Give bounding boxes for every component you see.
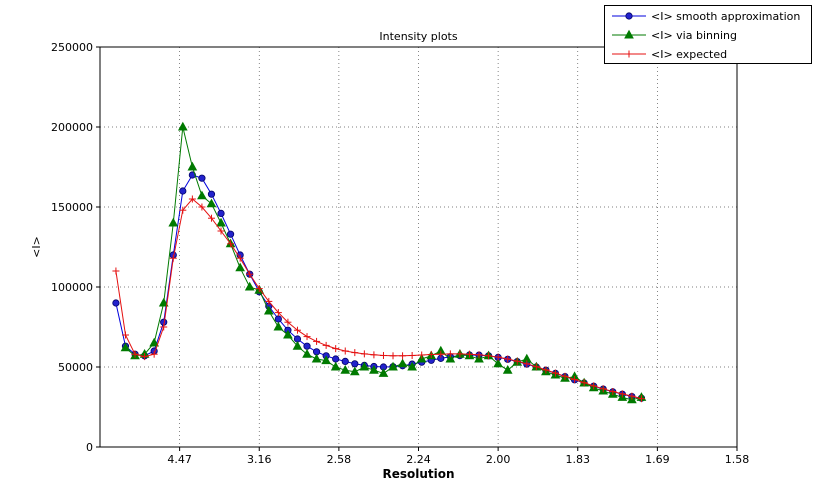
x-tick-label: 1.69	[645, 453, 670, 466]
x-tick-label: 2.00	[486, 453, 511, 466]
y-tick-label: 250000	[51, 41, 93, 54]
legend: <I> smooth approximation <I> via binning <…	[604, 5, 812, 64]
x-tick-label: 4.47	[167, 453, 192, 466]
series-via-binning	[120, 121, 647, 404]
series-expected	[112, 195, 645, 403]
y-axis-label: <I>	[30, 236, 43, 258]
x-axis-label: Resolution	[382, 467, 454, 481]
legend-entry-via-binning: <I> via binning	[612, 29, 737, 42]
x-tick-label: 2.58	[327, 453, 352, 466]
y-tick-label: 50000	[58, 361, 93, 374]
x-tick-label: 1.83	[566, 453, 591, 466]
legend-entry-smooth-approximation: <I> smooth approximation	[612, 10, 800, 23]
legend-label: <I> smooth approximation	[651, 10, 800, 23]
x-tick-label: 3.16	[247, 453, 272, 466]
y-tick-label: 0	[86, 441, 93, 454]
y-axis: 0 50000 100000 150000 200000 250000	[51, 41, 100, 454]
chart-title: Intensity plots	[379, 30, 457, 43]
x-tick-label: 2.24	[406, 453, 431, 466]
x-axis: 4.47 3.16 2.58 2.24 2.00 1.83 1.69 1.58	[167, 447, 749, 466]
legend-label: <I> expected	[651, 48, 727, 61]
legend-entry-expected: <I> expected	[612, 48, 727, 61]
y-tick-label: 200000	[51, 121, 93, 134]
y-tick-label: 100000	[51, 281, 93, 294]
x-tick-label: 1.58	[725, 453, 750, 466]
legend-label: <I> via binning	[651, 29, 737, 42]
grid	[100, 46, 738, 448]
y-tick-label: 150000	[51, 201, 93, 214]
